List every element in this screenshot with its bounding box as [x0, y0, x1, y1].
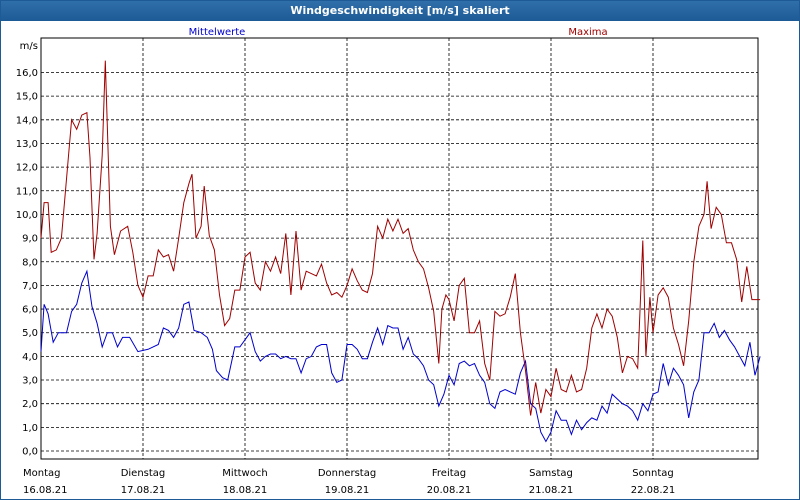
- axis-labels: 0,0 1,0 2,0 3,0 4,0 5,0 6,0 7,0 8,0 9,0 10,0 11,0 12…: [16, 27, 676, 496]
- x-day-label: Samstag: [529, 468, 573, 479]
- x-date-label: 20.08.21: [427, 485, 472, 496]
- x-day-label: Montag: [23, 468, 60, 479]
- x-day-label: Dienstag: [121, 468, 166, 479]
- legend-entry: Maxima: [568, 27, 607, 38]
- y-tick-label: 5,0: [22, 328, 38, 339]
- series-lines: [40, 60, 761, 443]
- x-day-label: Freitag: [432, 468, 466, 479]
- legend-entry: Mittelwerte: [189, 27, 246, 38]
- grid: [41, 38, 758, 459]
- series-line-maxima: [40, 60, 761, 416]
- x-date-label: 16.08.21: [23, 485, 68, 496]
- y-tick-label: 3,0: [22, 376, 38, 387]
- x-date-label: 21.08.21: [529, 485, 574, 496]
- y-tick-label: 14,0: [16, 115, 38, 126]
- y-tick-label: 15,0: [16, 92, 38, 103]
- y-tick-label: 4,0: [22, 352, 38, 363]
- y-tick-label: 8,0: [22, 257, 38, 268]
- y-tick-label: 9,0: [22, 234, 38, 245]
- y-tick-label: 11,0: [16, 186, 38, 197]
- plot-frame: [40, 37, 759, 460]
- y-tick-label: 2,0: [22, 399, 38, 410]
- y-tick-label: 0,0: [22, 447, 38, 458]
- x-date-label: 17.08.21: [121, 485, 166, 496]
- y-tick-label: 7,0: [22, 281, 38, 292]
- x-day-label: Mittwoch: [222, 468, 267, 479]
- y-tick-label: 13,0: [16, 139, 38, 150]
- window-title: Windgeschwindigkeit [m/s] skaliert: [1, 1, 799, 21]
- y-tick-label: 6,0: [22, 305, 38, 316]
- x-date-label: 22.08.21: [631, 485, 676, 496]
- y-tick-label: 1,0: [22, 423, 38, 434]
- x-date-label: 18.08.21: [223, 485, 268, 496]
- y-tick-label: 12,0: [16, 163, 38, 174]
- x-date-label: 19.08.21: [325, 485, 370, 496]
- plot-border: [40, 37, 759, 460]
- series-line-mittelwerte: [40, 269, 761, 443]
- y-axis-unit-label: m/s: [20, 41, 38, 52]
- x-day-label: Sonntag: [632, 468, 674, 479]
- y-tick-label: 10,0: [16, 210, 38, 221]
- x-day-label: Donnerstag: [318, 468, 376, 479]
- y-tick-label: 16,0: [16, 68, 38, 79]
